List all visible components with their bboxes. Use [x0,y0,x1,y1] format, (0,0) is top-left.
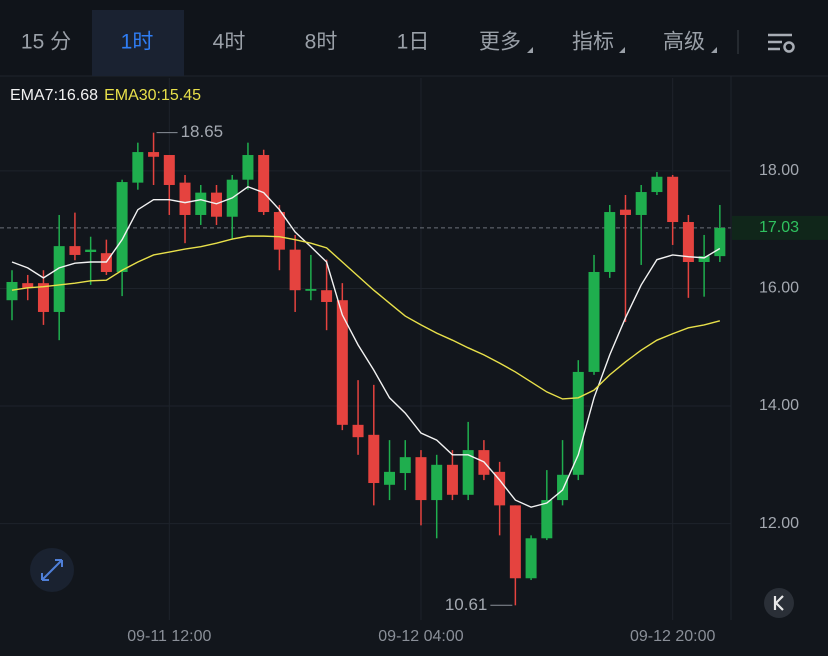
candle-body [179,182,191,215]
candle-body [604,212,616,272]
candle-body [148,152,160,157]
candle-body [195,192,207,215]
tab[interactable]: 指标 [572,31,614,54]
ema-line [11,185,721,508]
candle-body [572,371,584,475]
candle-body [6,281,18,301]
y-tick-label: 16.00 [759,280,799,297]
candle-body [557,474,569,501]
candle-body [85,249,97,253]
tab[interactable]: 1日 [397,31,430,54]
candle-body [431,464,443,501]
candle-body [242,155,254,180]
candle-body [384,471,396,485]
candle-body [53,246,65,312]
legend-entry: EMA7:16.68 [10,87,98,104]
y-tick-label: 12.00 [759,515,799,532]
tab[interactable]: 15 分 [21,31,71,54]
active-tab-bg [92,10,184,76]
tab[interactable]: 高级 [663,31,705,54]
candle-body [619,209,631,215]
candle-body [541,500,553,539]
candle-body [415,457,427,501]
candle-body [399,457,411,474]
legend-entry: EMA30:15.45 [104,87,201,104]
min-label: 10.61 [445,595,488,614]
max-label: 18.65 [181,122,224,141]
candle-body [289,249,301,291]
last-price-box [732,215,828,240]
candle-body [336,300,348,425]
x-tick-label: 09-12 20:00 [630,628,716,645]
candle-body [714,227,726,257]
candle-body [494,471,506,506]
candle-body [509,505,521,579]
candle-body [368,434,380,484]
candle-body [446,464,458,495]
candle-body [116,182,128,272]
x-tick-label: 09-11 12:00 [127,628,211,645]
y-tick-label: 18.00 [759,162,799,179]
candle-body [69,246,81,255]
candle-body [651,176,663,193]
candle-body [698,256,710,262]
tab[interactable]: 4时 [213,31,246,54]
latest-button[interactable] [764,588,794,618]
candle-body [352,424,364,438]
y-tick-label: 14.00 [759,397,799,414]
candle-body [163,155,175,185]
tab[interactable]: 更多 [479,31,521,54]
candle-body [22,283,34,288]
candle-body [462,450,474,495]
x-tick-label: 09-12 04:00 [378,628,464,645]
tab[interactable]: 8时 [305,31,338,54]
expand-button[interactable] [30,548,74,592]
last-price-label: 17.03 [759,219,799,236]
candle-body [667,176,679,223]
candle-body [321,290,333,302]
candle-body [210,192,222,217]
candle-body [682,222,694,262]
candle-body [273,212,285,250]
ema-line [11,235,721,400]
candle-body [525,538,537,579]
candle-body [37,283,49,312]
tab[interactable]: 1时 [121,31,154,54]
candle-body [258,155,270,213]
candle-body [132,152,144,183]
candle-body [635,192,647,215]
candle-body [305,289,317,291]
dropdown-markers [527,47,717,53]
candle-body [588,271,600,372]
settings-icon[interactable] [768,33,795,53]
